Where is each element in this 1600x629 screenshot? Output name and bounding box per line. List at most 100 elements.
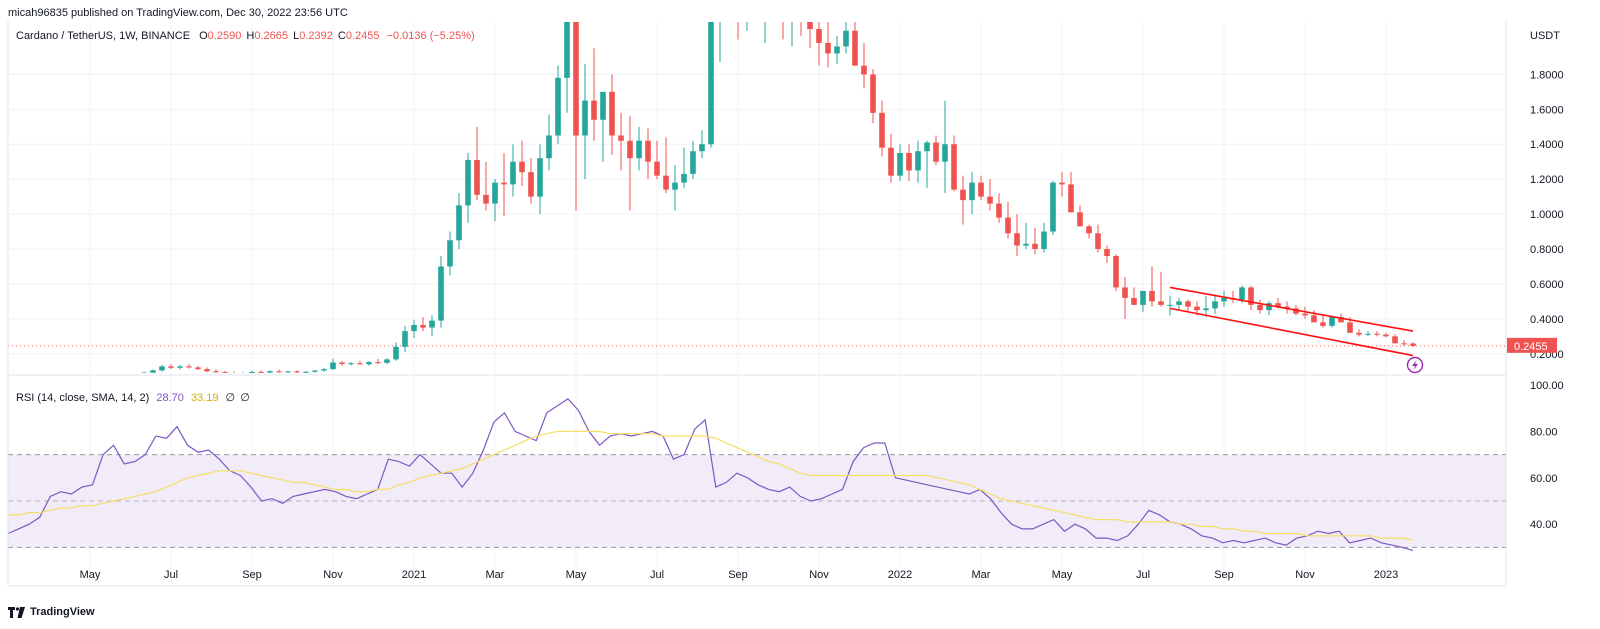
candle-body <box>492 182 498 204</box>
candle-body <box>1122 287 1128 298</box>
candle-body <box>1050 182 1056 232</box>
x-tick-label: Mar <box>486 569 505 581</box>
candle-body <box>681 173 687 183</box>
x-tick-label: Sep <box>242 569 262 581</box>
candle-body <box>1212 301 1218 309</box>
candle-body <box>708 22 714 145</box>
candle-body <box>978 182 984 197</box>
rsi-lines-layer <box>7 398 1414 551</box>
candle-body <box>411 324 417 332</box>
x-tick-label: Jul <box>650 569 664 581</box>
x-tick-label: Jul <box>164 569 178 581</box>
candle-body <box>861 65 867 75</box>
channel-lower-line <box>1169 307 1414 357</box>
candle-body <box>672 182 678 190</box>
lightning-bolt-shape <box>1412 360 1418 370</box>
candle-body <box>1284 306 1290 309</box>
rsi-ma-value: 33.19 <box>190 392 219 404</box>
candle-body <box>1311 315 1317 323</box>
rsi-value: 28.70 <box>156 392 184 404</box>
candle-body <box>231 373 237 374</box>
candle-body <box>267 371 273 373</box>
candle-body <box>114 379 120 380</box>
candle-body <box>1356 332 1362 335</box>
candle-body <box>429 320 435 328</box>
rsi-extra-value-2: ∅ <box>240 392 250 404</box>
low-value: 0.2392 <box>299 30 333 42</box>
x-tick-label: May <box>1052 569 1073 581</box>
candle-body <box>357 363 363 365</box>
x-tick-label: May <box>80 569 101 581</box>
candle-body <box>1302 313 1308 316</box>
rsi-indicator-name: RSI (14, close, SMA, 14, 2) <box>16 392 150 404</box>
candle-body <box>1266 303 1272 311</box>
candle-body <box>573 22 579 136</box>
candle-body <box>933 142 939 162</box>
candle-body <box>879 112 885 148</box>
publisher-line: micah96835 published on TradingView.com,… <box>8 7 348 19</box>
candle-body <box>1410 343 1416 346</box>
candle-body <box>366 362 372 365</box>
candle-body <box>402 331 408 347</box>
candle-body <box>1374 333 1380 335</box>
open-value: 0.2590 <box>207 30 242 42</box>
candle-body <box>942 144 948 162</box>
candle-body <box>1329 317 1335 326</box>
x-tick-label: 2022 <box>888 569 912 581</box>
candle-body <box>969 182 975 201</box>
candle-body <box>285 371 291 373</box>
candle-body <box>1338 317 1344 323</box>
candle-body <box>1293 308 1299 314</box>
symbol-name: Cardano / TetherUS, 1W, BINANCE <box>16 30 191 42</box>
price-tick-label: 1.0000 <box>1530 209 1564 221</box>
candle-body <box>987 196 993 204</box>
candle-body <box>249 371 255 373</box>
candle-body <box>600 91 606 120</box>
candle-body <box>888 147 894 176</box>
rsi-tick-label: 60.00 <box>1530 473 1558 485</box>
candle-body <box>1140 290 1146 305</box>
candle-body <box>483 194 489 204</box>
candle-body <box>1275 303 1281 307</box>
candle-body <box>744 0 750 5</box>
candle-body <box>168 366 174 368</box>
candle-body <box>303 371 309 373</box>
candle-body <box>438 266 444 321</box>
candle-body <box>132 376 138 378</box>
candle-body <box>1104 249 1110 256</box>
price-tick-label: 0.6000 <box>1530 279 1564 291</box>
candle-body <box>690 151 696 174</box>
candle-body <box>960 189 966 201</box>
candle-body <box>141 372 147 373</box>
candle-body <box>1149 290 1155 302</box>
x-tick-label: Mar <box>972 569 991 581</box>
candle-body <box>276 371 282 373</box>
candle-body <box>618 135 624 141</box>
price-tick-label: 1.8000 <box>1530 69 1564 81</box>
candle-body <box>195 367 201 370</box>
candle-body <box>852 30 858 66</box>
candle-body <box>582 100 588 136</box>
candle-body <box>213 371 219 373</box>
candle-body <box>780 12 786 19</box>
candle-body <box>699 144 705 152</box>
last-price-label: 0.2455 <box>1514 341 1548 353</box>
candle-body <box>240 373 246 374</box>
candle-body <box>1221 297 1227 302</box>
footer-brand-text: TradingView <box>30 606 95 618</box>
candle-body <box>501 182 507 185</box>
price-tick-label: 0.8000 <box>1530 244 1564 256</box>
candle-body <box>1086 226 1092 234</box>
change-value: −0.0136 (−5.25%) <box>386 30 475 42</box>
price-tick-label: 0.4000 <box>1530 314 1564 326</box>
candle-body <box>204 369 210 372</box>
x-tick-label: Sep <box>1214 569 1234 581</box>
candle-body <box>339 362 345 364</box>
candle-body <box>906 152 912 171</box>
candle-body <box>951 144 957 190</box>
x-tick-label: 2021 <box>402 569 426 581</box>
candle-body <box>105 380 111 381</box>
candle-body <box>519 161 525 173</box>
price-tick-label: 1.2000 <box>1530 174 1564 186</box>
candle-body <box>159 366 165 371</box>
